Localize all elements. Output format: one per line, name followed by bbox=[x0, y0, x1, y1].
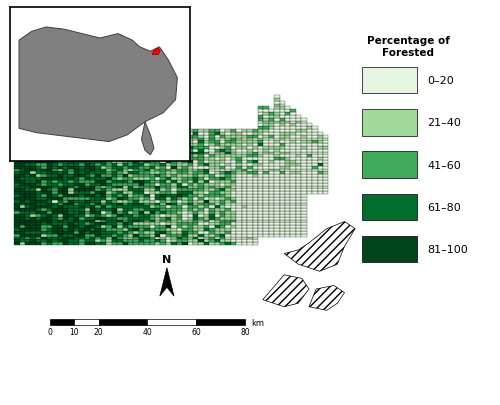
Text: 60: 60 bbox=[192, 328, 201, 337]
Bar bbox=[50, 319, 74, 326]
Polygon shape bbox=[263, 275, 309, 307]
Text: 40: 40 bbox=[142, 328, 152, 337]
FancyBboxPatch shape bbox=[362, 68, 418, 94]
Polygon shape bbox=[160, 268, 174, 296]
Text: N: N bbox=[162, 254, 172, 264]
Bar bbox=[74, 319, 98, 326]
Text: 21–40: 21–40 bbox=[428, 118, 462, 128]
Polygon shape bbox=[284, 222, 355, 272]
Text: 80: 80 bbox=[240, 328, 250, 337]
Text: 61–80: 61–80 bbox=[428, 202, 461, 212]
Text: 0–20: 0–20 bbox=[428, 76, 454, 86]
FancyBboxPatch shape bbox=[362, 236, 418, 262]
Text: 81–100: 81–100 bbox=[428, 245, 468, 254]
FancyBboxPatch shape bbox=[362, 152, 418, 178]
FancyBboxPatch shape bbox=[362, 194, 418, 220]
Polygon shape bbox=[19, 28, 178, 142]
Text: Percentage of
Forested: Percentage of Forested bbox=[366, 36, 450, 58]
Bar bbox=[148, 319, 196, 326]
FancyBboxPatch shape bbox=[362, 110, 418, 136]
Bar bbox=[196, 319, 245, 326]
Polygon shape bbox=[142, 122, 154, 156]
Bar bbox=[98, 319, 148, 326]
Text: 0: 0 bbox=[48, 328, 52, 337]
Text: 41–60: 41–60 bbox=[428, 160, 461, 170]
Polygon shape bbox=[309, 286, 344, 311]
Polygon shape bbox=[152, 49, 160, 55]
Text: 20: 20 bbox=[94, 328, 104, 337]
Text: 10: 10 bbox=[70, 328, 79, 337]
Text: km: km bbox=[252, 318, 264, 327]
